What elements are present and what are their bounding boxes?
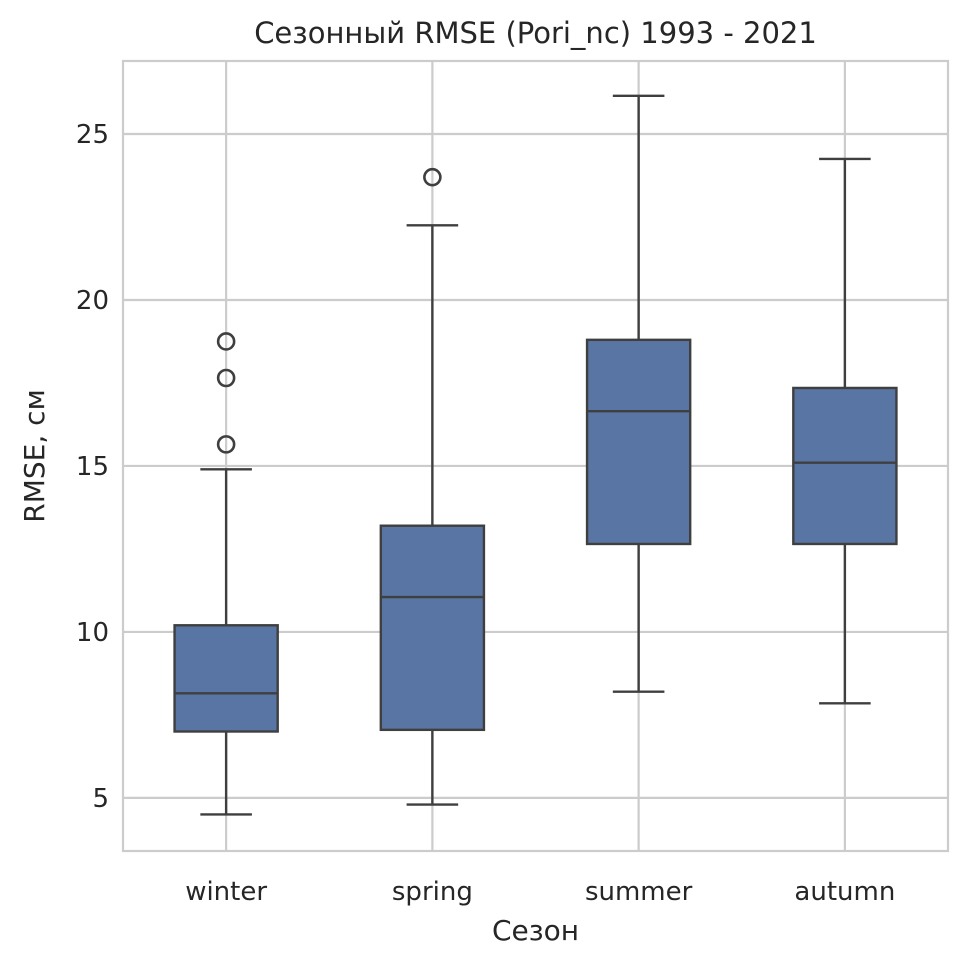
iqr-box-winter — [173, 624, 279, 733]
outlier-spring-0 — [423, 167, 442, 187]
y-tick-label-15: 15 — [76, 452, 109, 482]
outlier-winter-2 — [216, 332, 236, 351]
box-spring — [379, 167, 486, 806]
x-tick-label-spring: spring — [392, 877, 473, 907]
outlier-winter-0 — [216, 435, 236, 454]
iqr-box-autumn — [792, 386, 898, 546]
x-axis-label: Сезон — [492, 914, 579, 947]
y-tick-label-5: 5 — [92, 784, 109, 814]
iqr-box-spring — [379, 524, 486, 732]
y-tick-label-10: 10 — [76, 618, 109, 648]
boxes — [173, 94, 898, 816]
box-winter — [173, 332, 279, 816]
y-axis-label: RMSE, см — [18, 389, 51, 522]
y-tick-label-25: 25 — [76, 120, 109, 150]
outlier-winter-1 — [216, 368, 236, 388]
chart-title: Сезонный RMSE (Pori_nc) 1993 - 2021 — [254, 16, 817, 50]
box-summer — [585, 94, 692, 693]
tick-labels: 5 10 15 20 25 winter spring summer autumn — [76, 120, 895, 907]
x-tick-label-autumn: autumn — [794, 877, 895, 907]
plot-frame — [121, 59, 950, 853]
x-tick-label-winter: winter — [185, 877, 267, 907]
iqr-box-summer — [585, 338, 692, 546]
box-autumn — [792, 157, 898, 705]
x-tick-label-summer: summer — [585, 877, 693, 907]
y-tick-label-20: 20 — [76, 286, 109, 316]
